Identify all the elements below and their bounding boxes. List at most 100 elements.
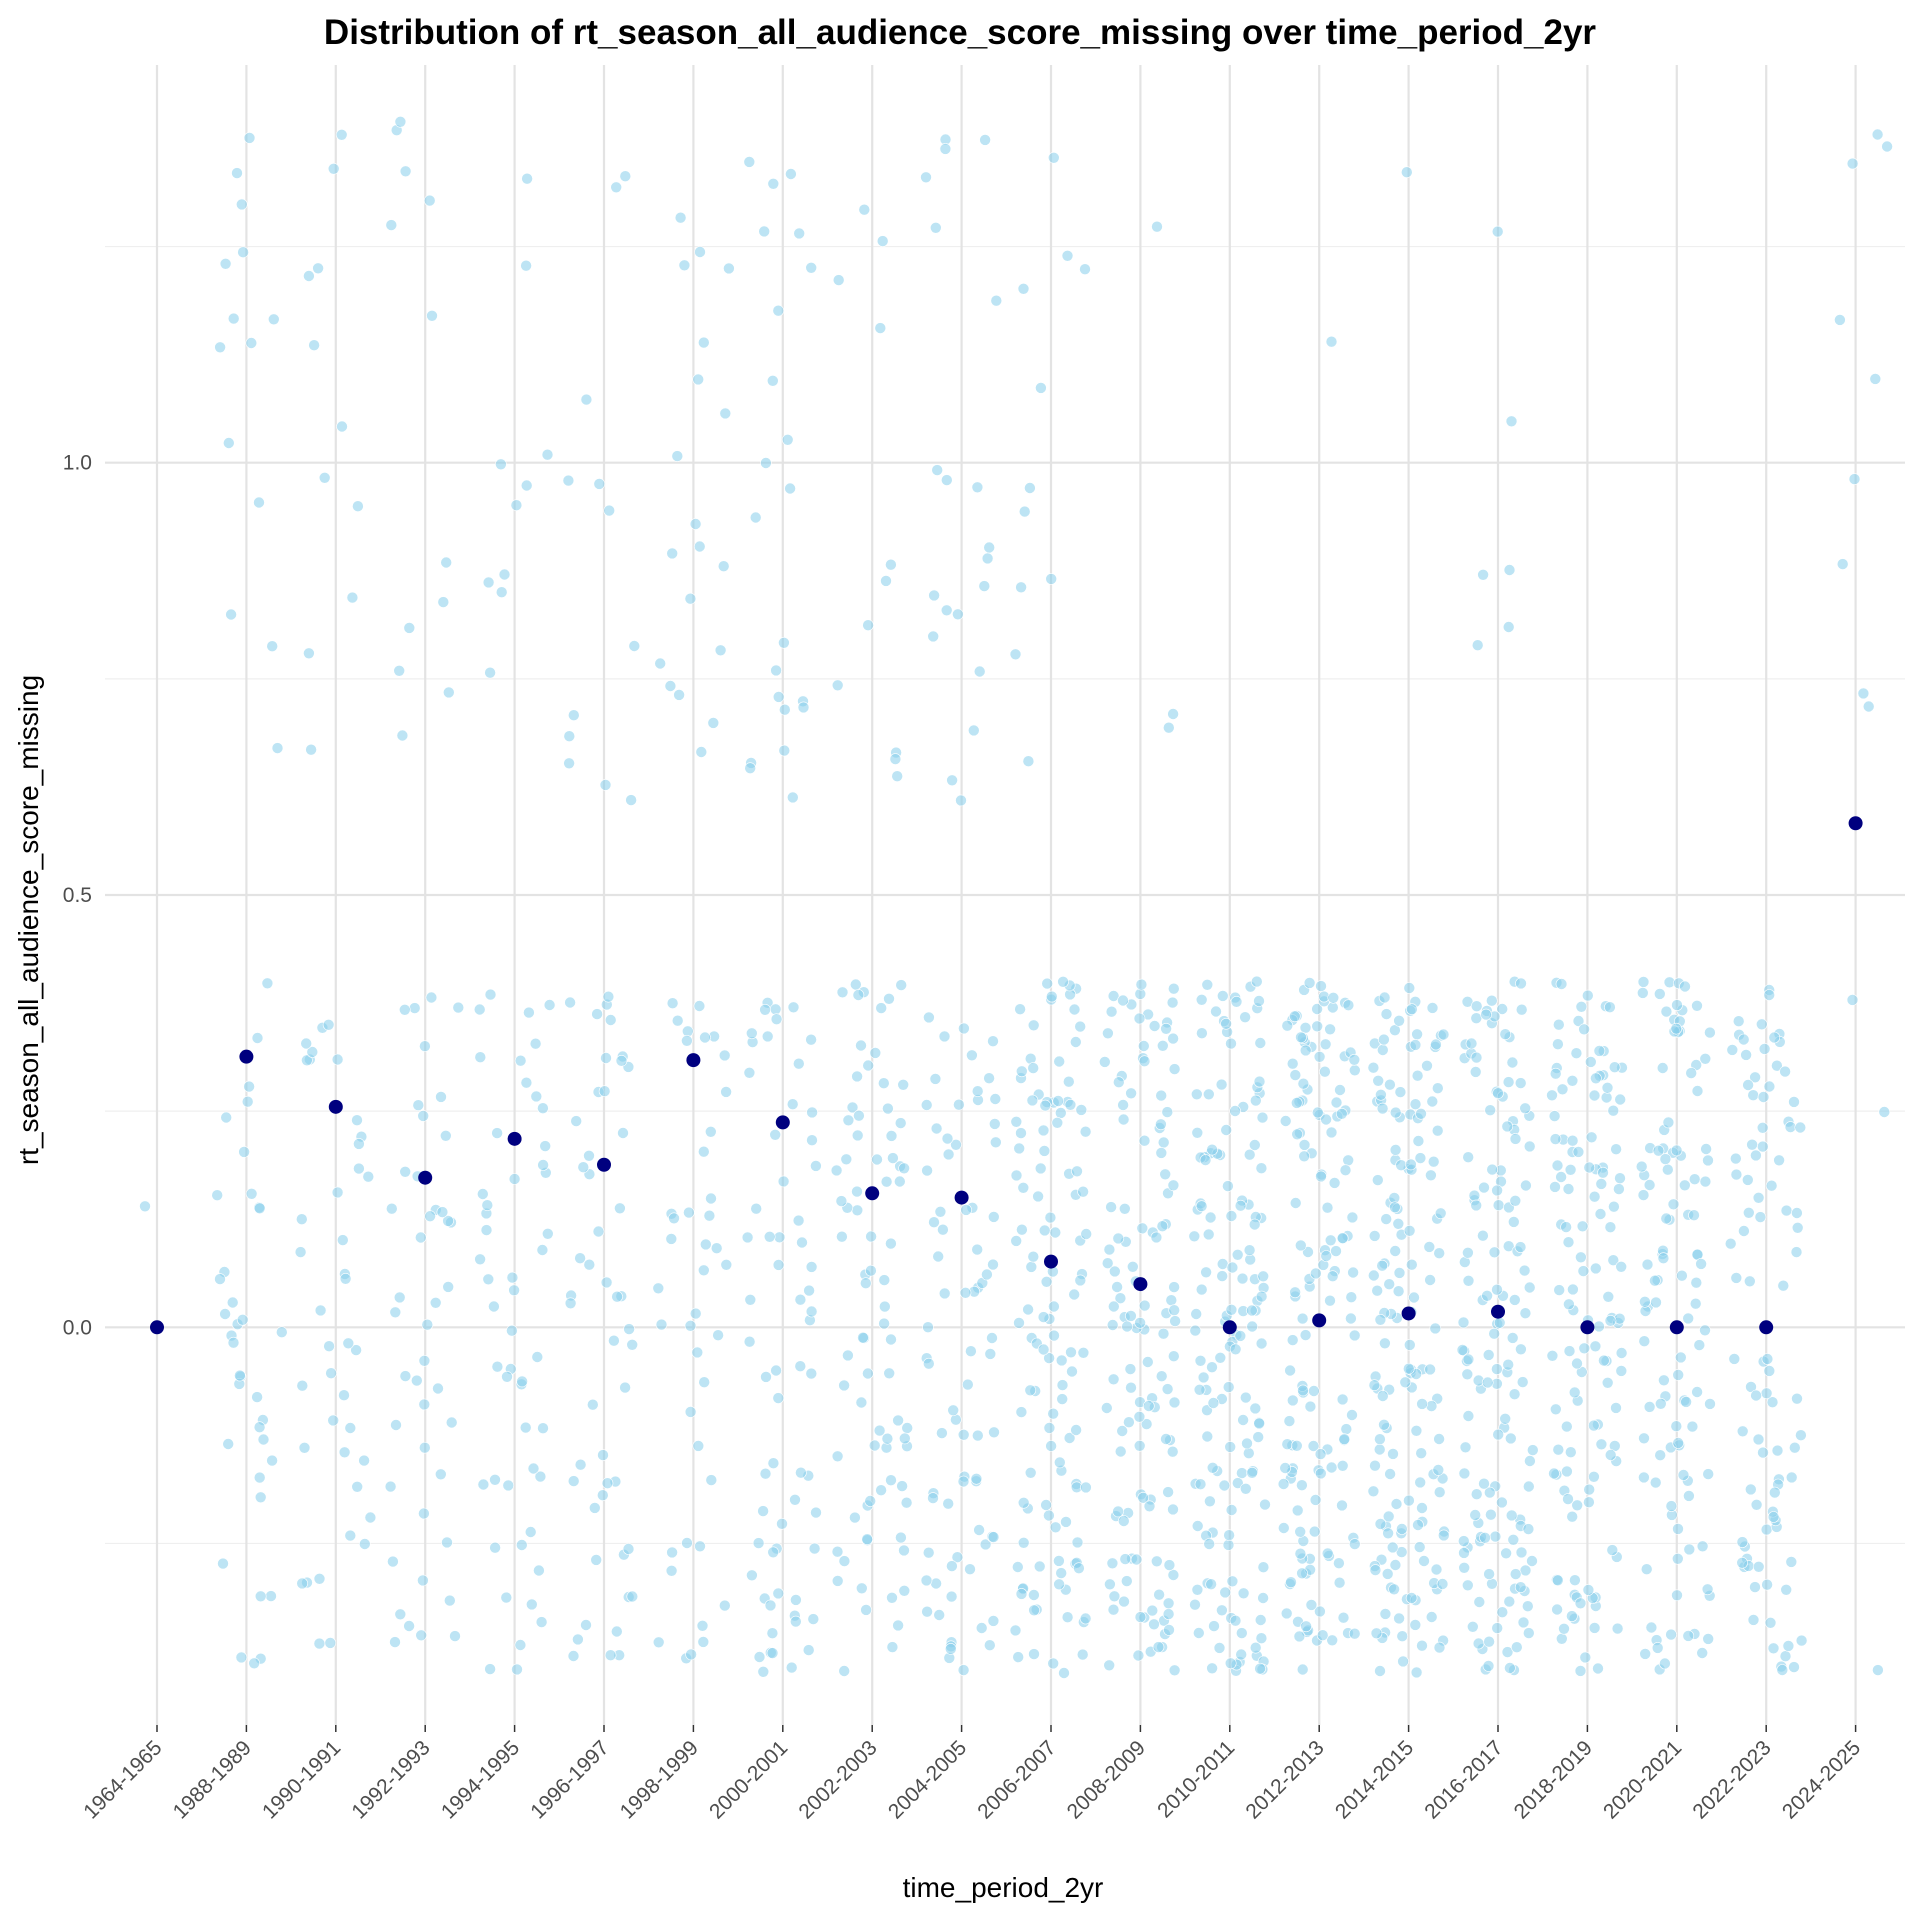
observation-point: [1764, 1617, 1777, 1629]
observation-point: [1076, 1648, 1089, 1661]
x-tick-label: 1964-1965: [79, 1736, 166, 1823]
observation-point: [981, 1268, 993, 1281]
observation-point: [1063, 1432, 1076, 1444]
observation-point: [1776, 1664, 1789, 1676]
observation-point: [946, 1560, 958, 1572]
observation-point: [1878, 1106, 1891, 1118]
observation-point: [1389, 1144, 1402, 1156]
observation-point: [1053, 1555, 1065, 1567]
observation-point: [1162, 1486, 1174, 1498]
observation-point: [1409, 1039, 1422, 1051]
observation-point: [1253, 1417, 1265, 1430]
observation-point: [1482, 1660, 1495, 1672]
observation-point: [1505, 415, 1518, 428]
observation-point: [1549, 1181, 1561, 1193]
observation-point: [1484, 1486, 1496, 1499]
observation-point: [1368, 1269, 1380, 1282]
x-tick-label: 2022-2023: [1688, 1736, 1775, 1823]
observation-point: [596, 1489, 609, 1501]
observation-point: [251, 1032, 264, 1044]
observation-point: [1143, 1400, 1155, 1412]
observation-point: [965, 1345, 977, 1357]
observation-point: [1279, 1115, 1292, 1127]
observation-point: [1303, 977, 1316, 989]
observation-point: [1157, 1327, 1170, 1340]
observation-point: [1286, 1334, 1299, 1346]
observation-point: [849, 1511, 861, 1524]
observation-point: [1210, 1005, 1222, 1018]
observation-point: [772, 1587, 785, 1600]
observation-point: [1572, 1146, 1585, 1158]
observation-point: [873, 1424, 886, 1437]
observation-point: [704, 1126, 717, 1138]
observation-point: [988, 1118, 1001, 1130]
observation-point: [1763, 1365, 1776, 1377]
observation-point: [1121, 1320, 1133, 1333]
observation-point: [1152, 1641, 1165, 1653]
observation-point: [1756, 1018, 1768, 1031]
observation-point: [1234, 1199, 1247, 1212]
observation-point: [1477, 1229, 1489, 1242]
observation-point: [539, 1140, 552, 1152]
observation-point: [1728, 1353, 1741, 1365]
observation-point: [425, 991, 438, 1004]
observation-point: [390, 1419, 402, 1431]
observation-point: [1155, 1089, 1167, 1102]
observation-point: [697, 336, 710, 349]
observation-point: [1519, 1102, 1531, 1115]
observation-point: [1125, 1087, 1137, 1100]
observation-point: [1321, 1201, 1334, 1214]
observation-point: [769, 1003, 782, 1016]
observation-point: [703, 1209, 716, 1222]
observation-point: [1196, 1027, 1208, 1039]
observation-point: [322, 1019, 335, 1031]
observation-point: [946, 774, 958, 787]
observation-point: [1403, 1225, 1416, 1237]
observation-point: [1436, 1578, 1449, 1590]
observation-point: [877, 1077, 890, 1089]
observation-point: [1761, 1353, 1774, 1365]
observation-point: [235, 1651, 248, 1664]
observation-point: [1699, 1324, 1711, 1337]
observation-point: [1736, 1536, 1749, 1548]
observation-point: [1375, 1089, 1387, 1101]
observation-point: [1677, 1469, 1690, 1481]
observation-point: [452, 1001, 465, 1014]
observation-point: [1234, 1330, 1247, 1342]
observation-point: [927, 1492, 939, 1504]
observation-point: [481, 1199, 494, 1211]
observation-point: [1125, 1310, 1137, 1322]
observation-point: [1871, 128, 1884, 141]
observation-point: [1747, 1614, 1760, 1626]
observation-point: [222, 1438, 234, 1450]
observation-point: [652, 1636, 665, 1649]
observation-point: [795, 1466, 807, 1479]
observation-point: [705, 1192, 717, 1205]
observation-point: [1168, 1304, 1180, 1316]
observation-point: [295, 1213, 308, 1225]
observation-point: [1571, 1357, 1583, 1370]
observation-point: [1785, 1556, 1798, 1568]
mean-point: [1580, 1320, 1595, 1335]
observation-point: [1637, 976, 1650, 988]
observation-point: [537, 1102, 549, 1114]
observation-point: [1051, 1117, 1064, 1129]
observation-point: [928, 1216, 940, 1228]
observation-point: [1384, 1468, 1396, 1480]
observation-point: [314, 1304, 327, 1317]
observation-point: [1757, 1091, 1770, 1103]
observation-point: [593, 478, 606, 490]
observation-point: [692, 373, 705, 386]
observation-point: [1481, 1290, 1493, 1302]
observation-point: [1163, 721, 1175, 734]
observation-point: [1134, 1611, 1147, 1623]
observation-point: [1788, 1096, 1800, 1108]
observation-point: [1595, 1438, 1608, 1451]
observation-point: [892, 1619, 904, 1632]
observation-point: [1416, 1502, 1428, 1514]
observation-point: [1607, 1104, 1620, 1117]
observation-point: [1009, 1624, 1022, 1637]
observation-point: [1320, 1113, 1332, 1126]
observation-point: [243, 132, 256, 144]
observation-point: [1575, 1000, 1588, 1013]
